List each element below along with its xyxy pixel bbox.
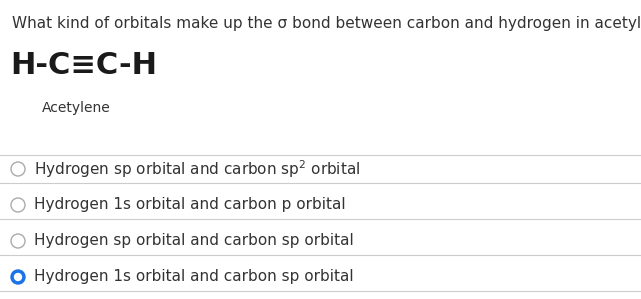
- Text: Hydrogen sp orbital and carbon sp$^2$ orbital: Hydrogen sp orbital and carbon sp$^2$ or…: [34, 158, 360, 180]
- Text: What kind of orbitals make up the σ bond between carbon and hydrogen in acetylen: What kind of orbitals make up the σ bond…: [12, 16, 641, 31]
- Circle shape: [11, 270, 25, 284]
- Circle shape: [15, 274, 22, 280]
- Text: Acetylene: Acetylene: [42, 101, 111, 115]
- Text: H-C≡C-H: H-C≡C-H: [10, 51, 157, 80]
- Text: Hydrogen 1s orbital and carbon p orbital: Hydrogen 1s orbital and carbon p orbital: [34, 198, 345, 213]
- Text: Hydrogen sp orbital and carbon sp orbital: Hydrogen sp orbital and carbon sp orbita…: [34, 234, 354, 248]
- Text: Hydrogen 1s orbital and carbon sp orbital: Hydrogen 1s orbital and carbon sp orbita…: [34, 269, 354, 285]
